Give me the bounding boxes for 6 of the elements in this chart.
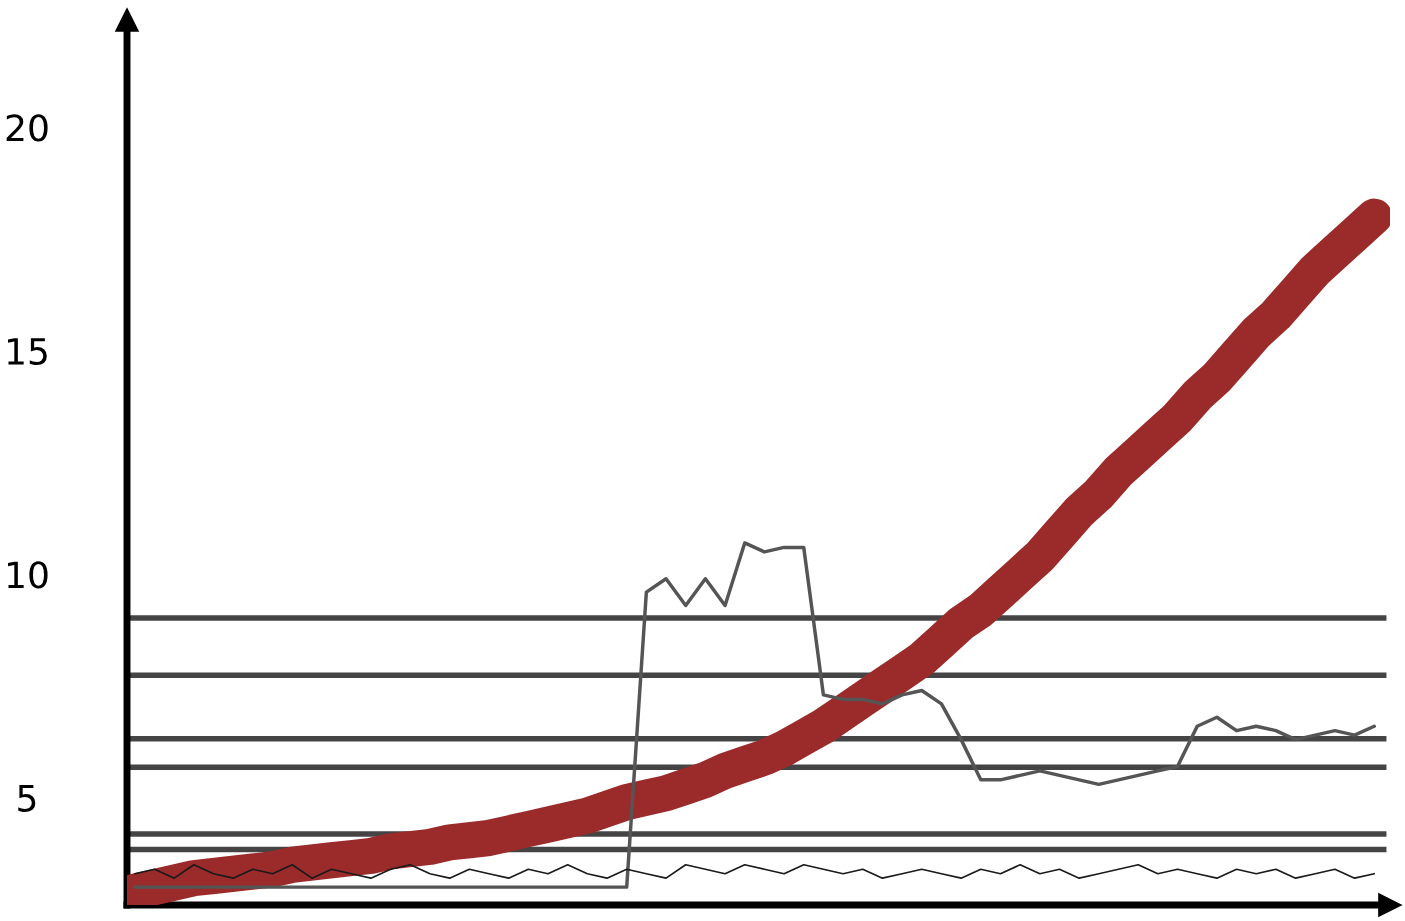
- y-tick-label: 10: [7, 561, 48, 589]
- line-series: [134, 863, 1376, 880]
- y-tick-label: 15: [7, 338, 47, 365]
- line-series: [133, 541, 1376, 889]
- y-tick-label: 5: [18, 785, 36, 812]
- y-tick-label: 20: [6, 114, 48, 142]
